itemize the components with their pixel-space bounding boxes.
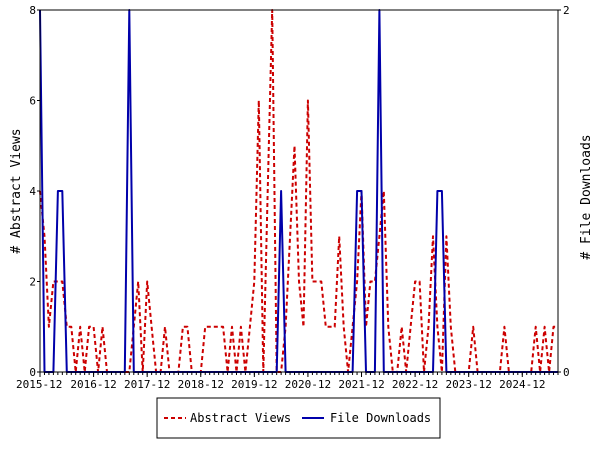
x-tick-label: 2021-12 — [338, 378, 384, 391]
series-line-file-downloads — [39, 9, 558, 373]
legend-box — [156, 397, 441, 439]
y2-tick-label: 2 — [563, 4, 570, 17]
series-line-abstract-views — [39, 9, 558, 373]
x-tick-label: 2018-12 — [178, 378, 224, 391]
x-tick-label: 2017-12 — [124, 378, 170, 391]
legend-label-abstract-views: Abstract Views — [190, 411, 291, 425]
legend-label-file-downloads: File Downloads — [330, 411, 431, 425]
plot-area — [39, 9, 558, 373]
plot-frame — [39, 9, 559, 373]
x-tick-label: 2019-12 — [231, 378, 277, 391]
axes: 0 2 4 6 8 0 2 2015-12 2016-12 2017-12 2018-12 2019-… — [16, 4, 570, 391]
y-tick-label: 6 — [29, 95, 36, 108]
x-tick-label: 2023-12 — [446, 378, 492, 391]
y-tick-label: 2 — [29, 276, 36, 289]
x-tick-label: 2020-12 — [285, 378, 331, 391]
x-tick-label: 2016-12 — [70, 378, 116, 391]
x-tick-label: 2022-12 — [392, 378, 438, 391]
y2-tick-label: 0 — [563, 366, 570, 379]
x-tick-label: 2015-12 — [16, 378, 62, 391]
legend: Abstract Views File Downloads — [156, 397, 441, 439]
y-axis-title: # Abstract Views — [9, 128, 24, 253]
y-tick-label: 4 — [29, 185, 36, 198]
y-tick-label: 0 — [29, 366, 36, 379]
y-tick-label: 8 — [29, 4, 36, 17]
y2-axis-title: # File Downloads — [579, 134, 594, 259]
x-tick-label: 2024-12 — [499, 378, 545, 391]
